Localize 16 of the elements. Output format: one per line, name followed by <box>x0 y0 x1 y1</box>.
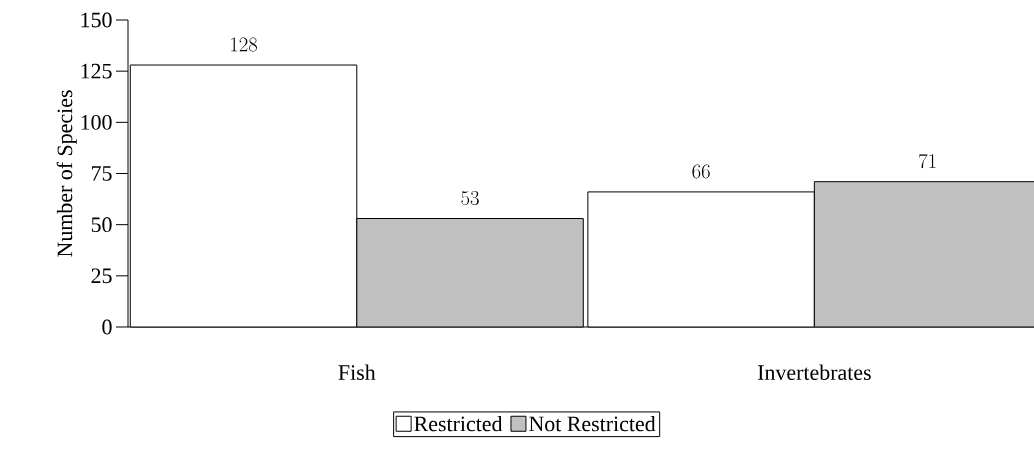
data-label: 128 <box>231 37 258 52</box>
y-tick-label: 75 <box>92 166 112 181</box>
legend-label: Restricted <box>414 415 503 432</box>
y-tick-label: 25 <box>91 268 112 284</box>
y-axis-title: Number of Species <box>56 90 77 257</box>
y-tick-label: 0 <box>102 319 112 335</box>
y-tick-label: 100 <box>81 114 112 130</box>
y-tick-label: 50 <box>91 217 112 233</box>
y-tick-label: 125 <box>81 63 112 79</box>
data-label: 66 <box>692 164 710 179</box>
legend-label: Not Restricted <box>529 415 656 432</box>
x-tick-label: Invertebrates <box>757 364 871 380</box>
y-tick-label: 150 <box>81 12 112 28</box>
data-label: 71 <box>919 153 936 169</box>
data-label: 53 <box>461 191 479 206</box>
x-tick-label: Fish <box>338 364 376 380</box>
